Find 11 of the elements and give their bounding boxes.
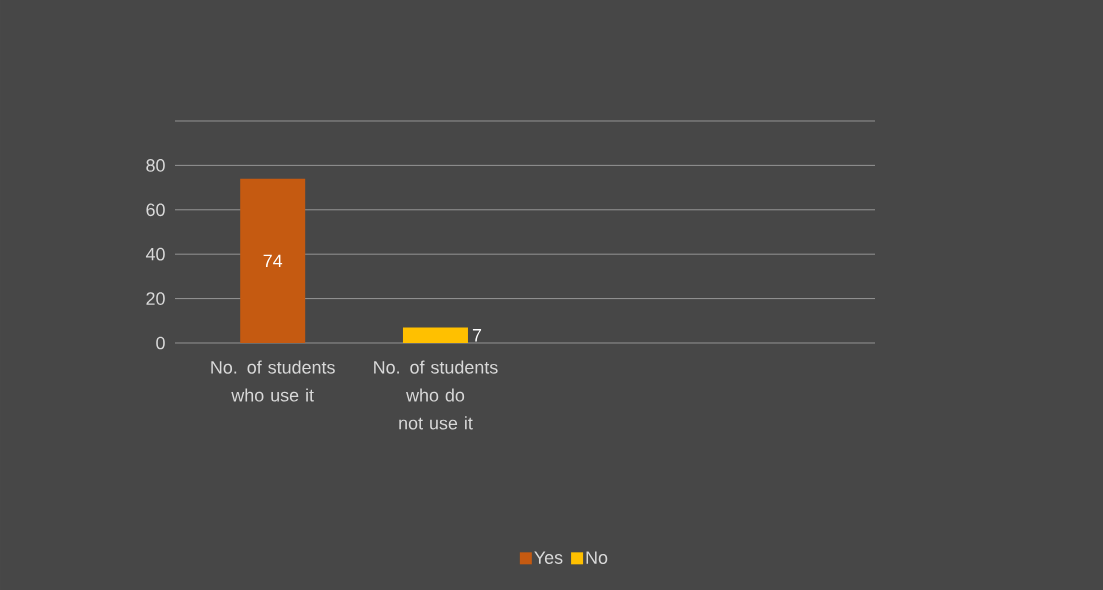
- y-tick-label: 60: [146, 203, 165, 217]
- data-label: 74: [263, 254, 283, 268]
- y-tick-label: 20: [146, 292, 165, 305]
- legend-label: Yes: [534, 551, 563, 564]
- x-tick-label: No. of students who use it: [211, 360, 335, 402]
- data-label: 7: [472, 329, 482, 342]
- y-tick-label: 40: [145, 247, 165, 261]
- y-tick-label: 80: [146, 159, 165, 172]
- y-tick-label: 0: [156, 336, 165, 350]
- x-tick-label: No. of students who do not use it: [374, 360, 498, 430]
- legend-label: No: [586, 551, 608, 564]
